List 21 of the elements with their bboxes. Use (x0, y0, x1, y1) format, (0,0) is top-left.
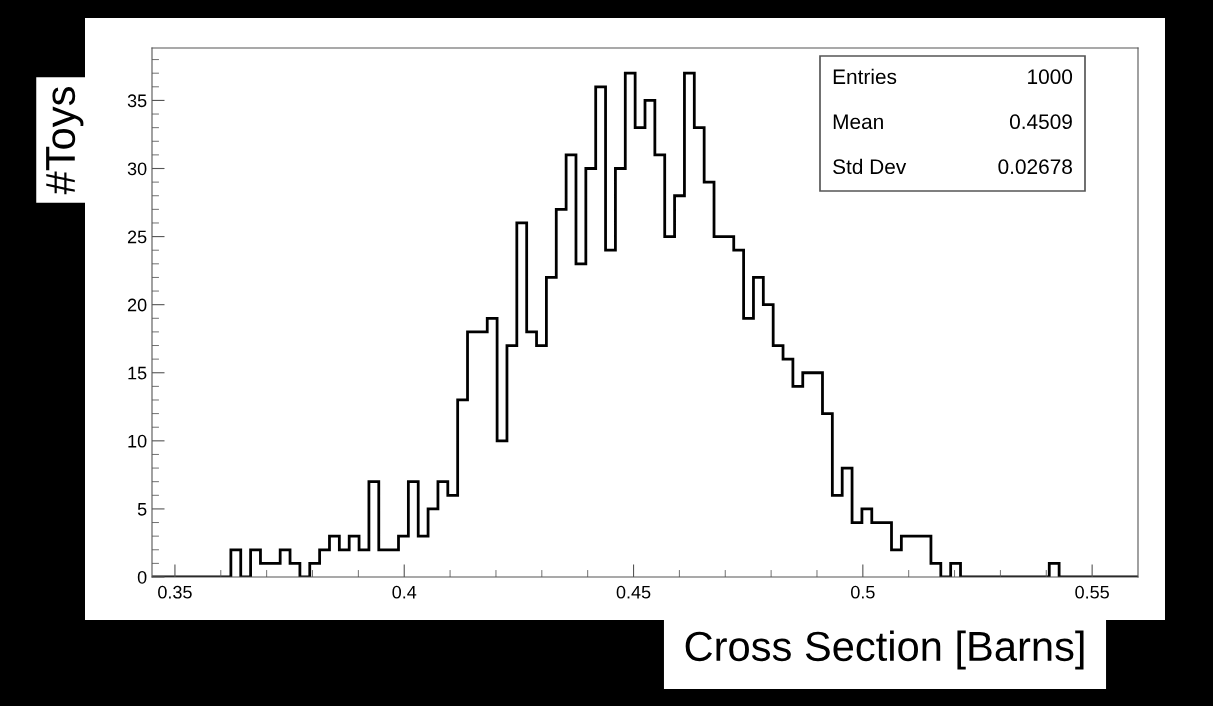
y-axis-title: #Toys (46, 87, 84, 195)
annotation: 0.4509 (1009, 114, 1072, 130)
y-tick-label: 10 (128, 434, 147, 448)
y-tick-label: 0 (137, 570, 147, 584)
x-tick-label: 0.55 (1075, 585, 1109, 599)
annotation: 1000 (1028, 69, 1073, 85)
annotation: Mean (833, 114, 883, 130)
annotation: Entries (833, 68, 897, 85)
x-axis-title: Cross Section [Barns] (685, 630, 1084, 670)
x-tick-label: 0.35 (158, 585, 192, 599)
y-tick-label: 15 (128, 366, 147, 380)
x-tick-label: 0.5 (850, 585, 875, 599)
annotation: Std Dev (833, 158, 907, 175)
y-tick-label: 20 (127, 298, 147, 312)
y-tick-label: 35 (127, 94, 147, 108)
y-tick-label: 30 (127, 162, 147, 176)
x-tick-label: 0.4 (392, 585, 417, 599)
y-tick-label: 25 (127, 230, 147, 244)
y-tick-label: 5 (137, 503, 147, 516)
x-tick-label: 0.45 (616, 585, 651, 599)
annotation: 0.02678 (998, 159, 1072, 175)
